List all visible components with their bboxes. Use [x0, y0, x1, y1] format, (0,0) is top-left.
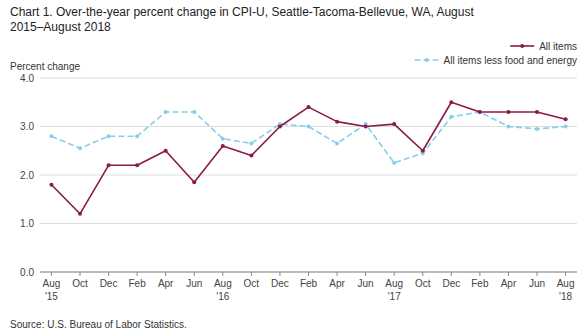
series-marker: [449, 115, 453, 119]
x-group-label: '15: [45, 291, 58, 302]
series-marker: [478, 110, 482, 114]
series-marker: [307, 105, 311, 109]
y-tick-label: 3.0: [20, 121, 34, 132]
series-marker: [392, 122, 396, 126]
x-tick: [222, 272, 223, 276]
series-marker: [335, 120, 339, 124]
legend-label: All items less food and energy: [444, 55, 577, 66]
legend: All items All items less food and energy: [415, 41, 577, 66]
x-tick: [537, 272, 538, 276]
series-marker: [249, 154, 253, 158]
y-tick-label: 4.0: [20, 73, 34, 84]
x-tick: [565, 272, 566, 276]
x-tick-label: Aug: [43, 278, 61, 289]
x-tick: [165, 272, 166, 276]
series-marker: [49, 134, 53, 138]
series-marker: [478, 110, 482, 114]
series-marker: [221, 144, 225, 148]
x-tick-label: Oct: [244, 278, 260, 289]
x-tick-label: Feb: [300, 278, 318, 289]
x-tick-label: Jun: [186, 278, 202, 289]
x-tick-label: Aug: [557, 278, 575, 289]
x-tick-label: Jun: [529, 278, 545, 289]
series-marker: [535, 110, 539, 114]
series-marker: [135, 134, 139, 138]
x-tick-label: Apr: [158, 278, 174, 289]
x-tick: [308, 272, 309, 276]
x-tick-label: Feb: [128, 278, 146, 289]
series-marker: [78, 146, 82, 150]
legend-label: All items: [539, 41, 577, 52]
series-marker: [192, 180, 196, 184]
y-tick-label: 1.0: [20, 218, 34, 229]
series-marker: [78, 212, 82, 216]
axes: 0.0 1.0 2.0 3.0 4.0 Aug '15 Oct Dec Feb Apr Jun Aug '…: [20, 73, 577, 303]
series-line: [51, 112, 565, 163]
series-marker: [392, 161, 396, 165]
series-marker: [49, 183, 53, 187]
x-tick-label: Dec: [100, 278, 118, 289]
title: Chart 1. Over-the-year percent change in…: [10, 5, 474, 19]
x-tick-label: Apr: [329, 278, 345, 289]
x-tick-label: Dec: [442, 278, 460, 289]
x-tick: [51, 272, 52, 276]
series-marker: [164, 149, 168, 153]
x-tick: [279, 272, 280, 276]
grid-line: [40, 223, 577, 224]
y-axis-label: Percent change: [10, 61, 80, 72]
x-tick-label: Apr: [501, 278, 517, 289]
x-tick-label: Feb: [471, 278, 489, 289]
y-tick-label: 2.0: [20, 170, 34, 181]
series-marker: [249, 141, 253, 145]
x-tick: [479, 272, 480, 276]
x-tick: [79, 272, 80, 276]
series-marker: [135, 163, 139, 167]
series-marker: [221, 137, 225, 141]
x-group-label: '18: [559, 291, 572, 302]
chart: Chart 1. Over-the-year percent change in…: [0, 0, 587, 336]
y-tick-label: 0.0: [20, 267, 34, 278]
x-tick-label: Oct: [72, 278, 88, 289]
series-marker: [107, 134, 111, 138]
series-marker: [506, 125, 510, 129]
x-tick-label: Dec: [271, 278, 289, 289]
x-tick: [422, 272, 423, 276]
series-marker: [335, 141, 339, 145]
series-marker: [449, 100, 453, 104]
x-tick: [451, 272, 452, 276]
x-tick-label: Aug: [214, 278, 232, 289]
x-tick: [365, 272, 366, 276]
x-tick: [108, 272, 109, 276]
series-marker: [535, 127, 539, 131]
x-group-label: '16: [216, 291, 229, 302]
plot-area: [49, 100, 567, 216]
series-marker: [564, 125, 568, 129]
x-tick: [251, 272, 252, 276]
x-tick: [508, 272, 509, 276]
series-marker: [278, 125, 282, 129]
x-tick: [337, 272, 338, 276]
subtitle: 2015–August 2018: [10, 20, 111, 34]
grid-line: [40, 175, 577, 176]
x-tick: [194, 272, 195, 276]
series-marker: [107, 163, 111, 167]
series-marker: [364, 125, 368, 129]
x-tick: [137, 272, 138, 276]
x-tick: [394, 272, 395, 276]
grid-line: [40, 78, 577, 79]
series-marker: [564, 117, 568, 121]
series-marker: [192, 110, 196, 114]
legend-marker: [520, 44, 524, 48]
series-marker: [506, 110, 510, 114]
source: Source: U.S. Bureau of Labor Statistics.: [10, 319, 187, 330]
x-tick-label: Aug: [385, 278, 403, 289]
series-line: [51, 102, 565, 214]
series-marker: [164, 110, 168, 114]
series-marker: [307, 125, 311, 129]
series-marker: [421, 149, 425, 153]
x-tick-label: Jun: [358, 278, 374, 289]
legend-marker: [425, 58, 429, 62]
x-group-label: '17: [388, 291, 401, 302]
x-tick-label: Oct: [415, 278, 431, 289]
